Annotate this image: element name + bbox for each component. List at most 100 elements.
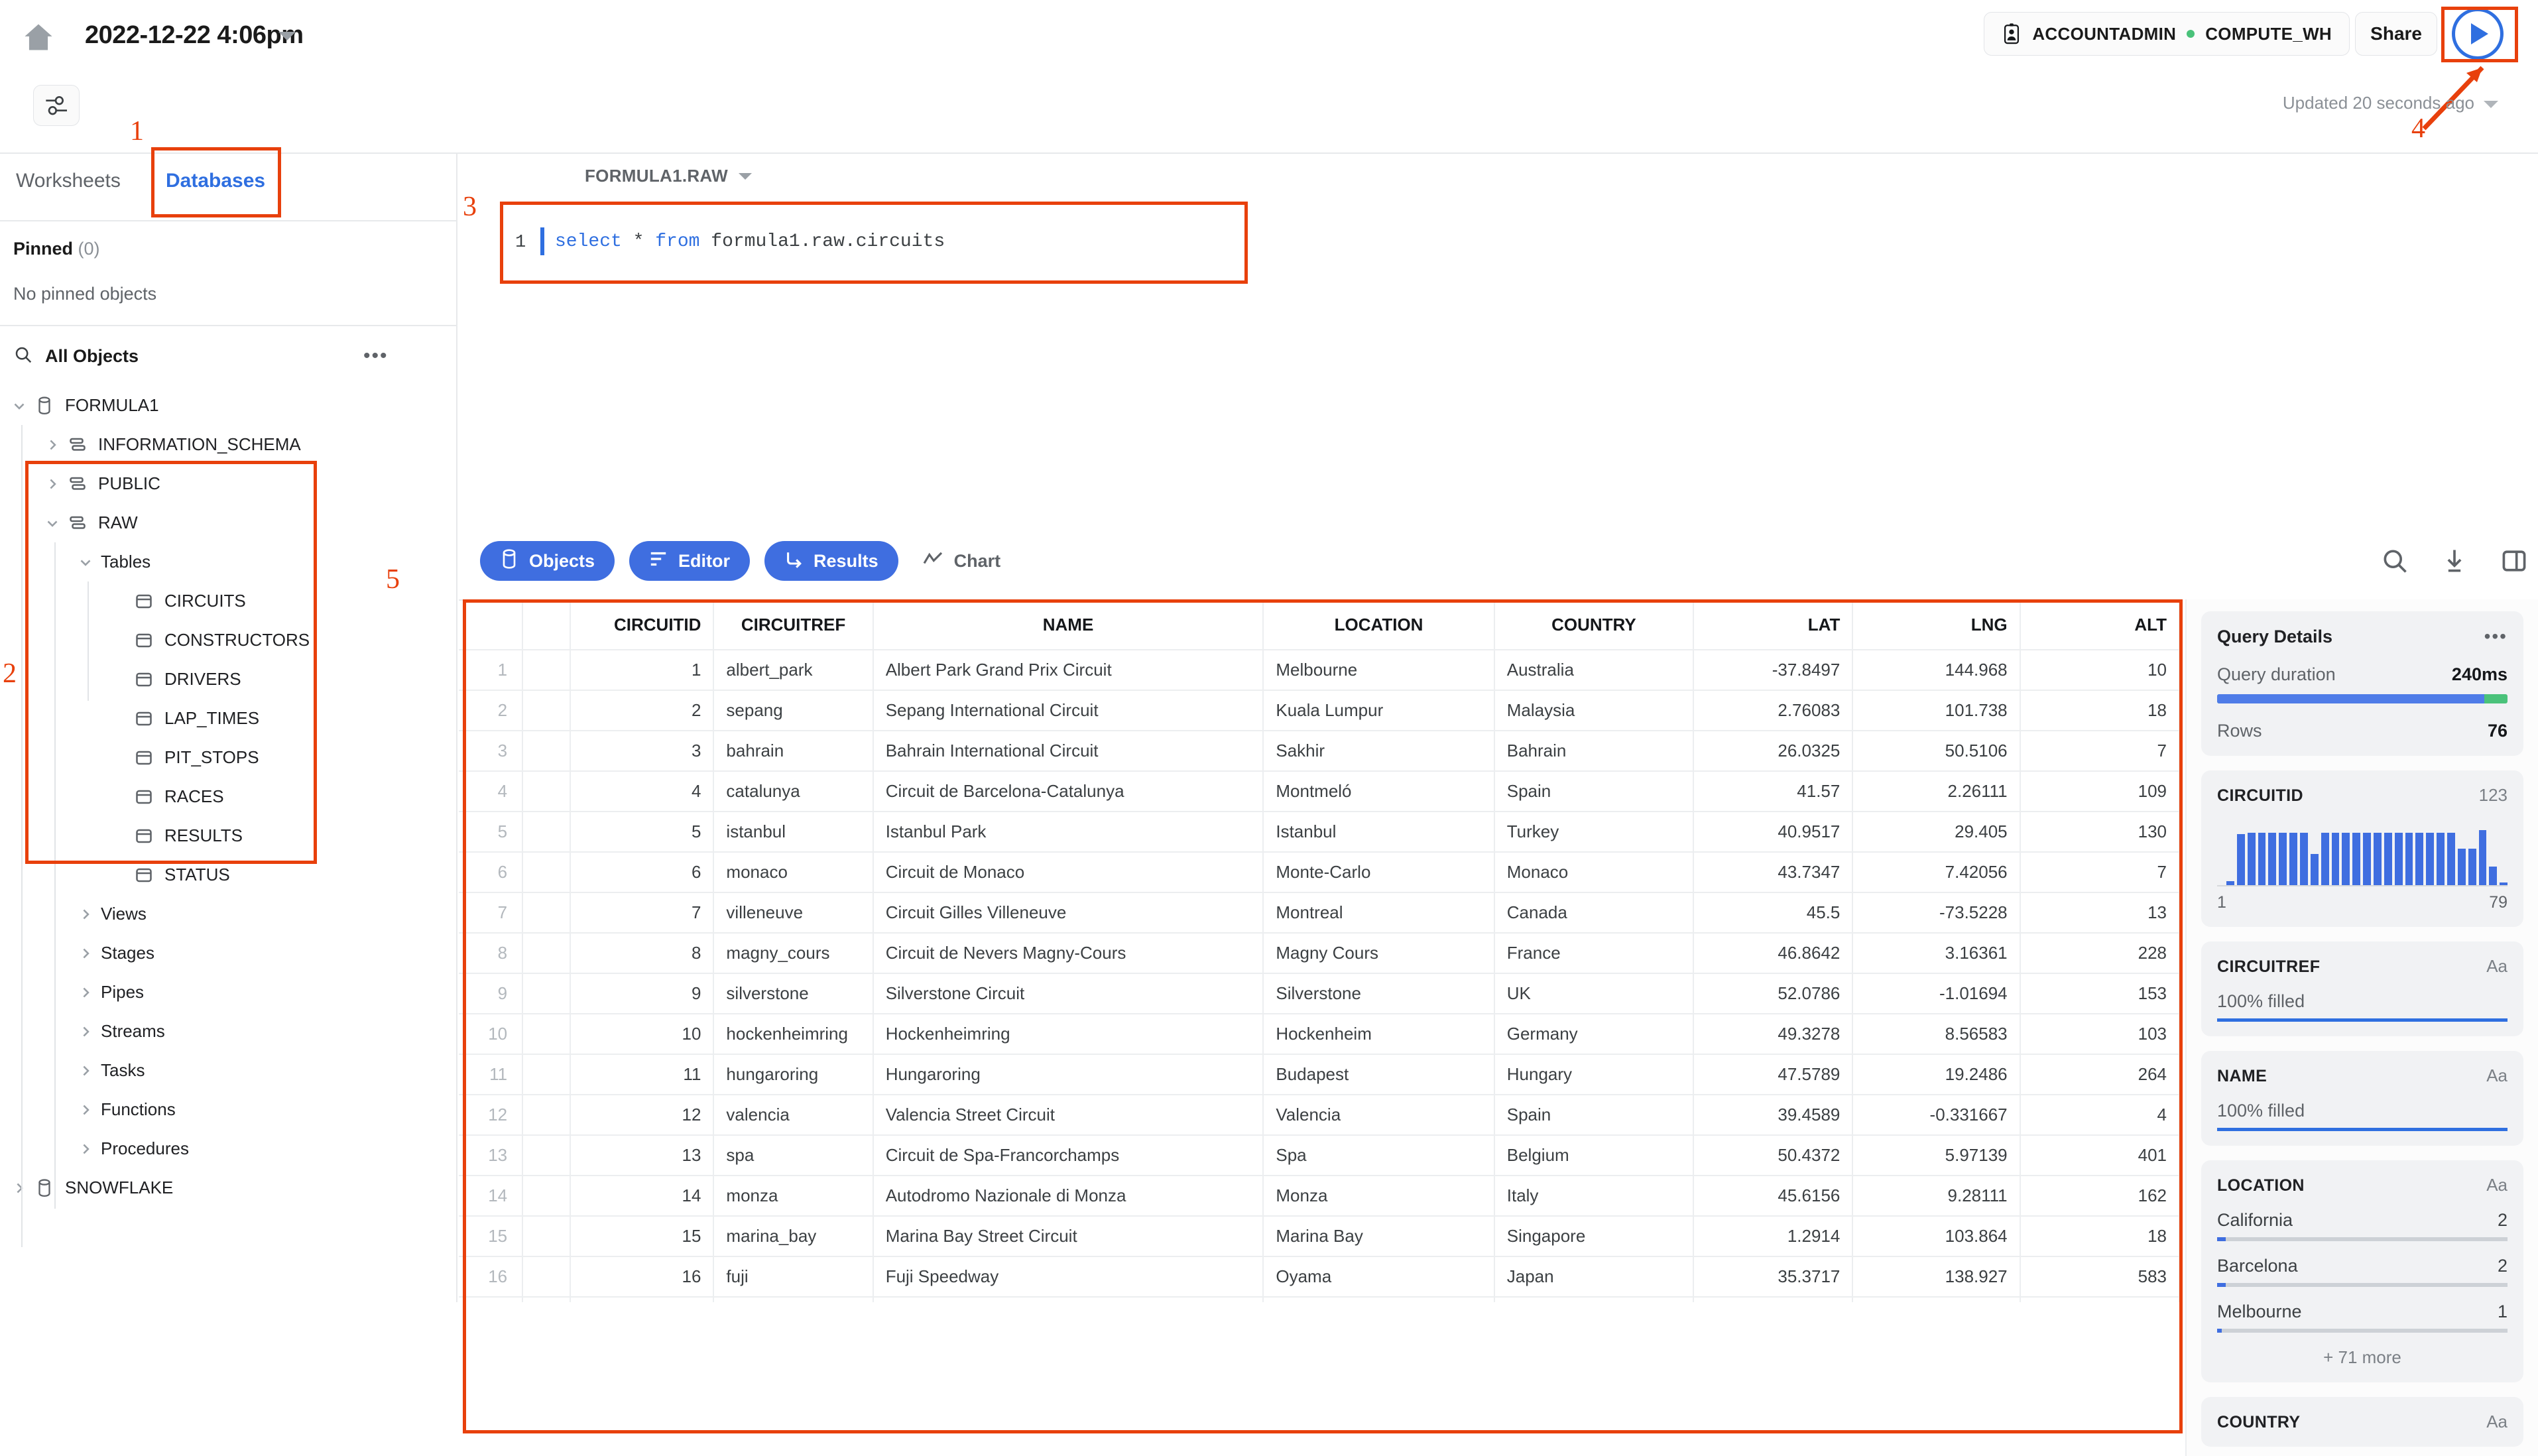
tab-results[interactable]: Results — [764, 541, 898, 581]
cell-lng: -73.5228 — [1852, 892, 2021, 934]
annotation-number-5: 5 — [386, 564, 400, 595]
tree-item-functions[interactable]: Functions — [0, 1090, 457, 1129]
chevron-right-icon[interactable] — [77, 984, 94, 1001]
search-icon — [13, 345, 33, 368]
column-header-name[interactable]: NAME — [873, 601, 1264, 650]
top-value-count: 2 — [2497, 1210, 2508, 1230]
cell-location: Oyama — [1263, 1256, 1495, 1298]
tab-editor[interactable]: Editor — [629, 541, 751, 581]
tab-chart[interactable]: Chart — [913, 541, 1010, 581]
histogram-bar — [2289, 833, 2298, 885]
column-header-lat[interactable]: LAT — [1693, 601, 1854, 650]
table-row[interactable]: 14 14 monza Autodromo Nazionale di Monza Mon… — [459, 1176, 2181, 1217]
table-row[interactable]: 13 13 spa Circuit de Spa-Francorchamps Spa Be… — [459, 1135, 2181, 1176]
cell-name: Hungaroring — [873, 1054, 1264, 1095]
table-row[interactable]: 2 2 sepang Sepang International Circuit Kual… — [459, 690, 2181, 731]
column-header-location[interactable]: LOCATION — [1263, 601, 1495, 650]
tree-item-drivers[interactable]: DRIVERS — [0, 660, 457, 699]
table-row[interactable]: 5 5 istanbul Istanbul Park Istanbul Turkey 40.… — [459, 812, 2181, 853]
worksheet-title[interactable]: 2022-12-22 4:06pm — [85, 21, 304, 49]
chevron-right-icon[interactable] — [77, 906, 94, 923]
tree-item-pit_stops[interactable]: PIT_STOPS — [0, 738, 457, 777]
sidebar-item-worksheets[interactable]: Worksheets — [16, 170, 121, 192]
tree-item-tables[interactable]: Tables — [0, 542, 457, 581]
tree-item-procedures[interactable]: Procedures — [0, 1129, 457, 1168]
tree-item-races[interactable]: RACES — [0, 777, 457, 816]
table-row[interactable]: 8 8 magny_cours Circuit de Nevers Magny-Cou… — [459, 933, 2181, 974]
home-icon[interactable] — [21, 20, 56, 54]
annotation-number-3: 3 — [463, 192, 477, 222]
chevron-down-icon[interactable] — [77, 554, 94, 571]
tab-objects-label: Objects — [529, 550, 595, 571]
chevron-right-icon[interactable] — [77, 1062, 94, 1079]
column-header-circuitid[interactable]: CIRCUITID — [570, 601, 715, 650]
editor-context-selector[interactable]: FORMULA1.RAW — [585, 166, 752, 186]
tree-item-circuits[interactable]: CIRCUITS — [0, 581, 457, 621]
table-row[interactable]: 16 16 fuji Fuji Speedway Oyama Japan 35.3717 13… — [459, 1256, 2181, 1298]
table-row[interactable]: 4 4 catalunya Circuit de Barcelona-Cataluny… — [459, 771, 2181, 812]
tree-item-raw[interactable]: RAW — [0, 503, 457, 542]
filter-settings-button[interactable] — [33, 85, 80, 126]
tree-item-public[interactable]: PUBLIC — [0, 464, 457, 503]
column-header-alt[interactable]: ALT — [2020, 601, 2181, 650]
chevron-right-icon[interactable] — [77, 1140, 94, 1158]
chevron-down-icon[interactable] — [44, 515, 61, 532]
cell-country: Spain — [1494, 771, 1695, 812]
tree-item-status[interactable]: STATUS — [0, 855, 457, 894]
cell-country: Turkey — [1494, 812, 1695, 853]
tree-item-tasks[interactable]: Tasks — [0, 1051, 457, 1090]
tree-item-snowflake[interactable]: SNOWFLAKE — [0, 1168, 457, 1207]
chevron-right-icon[interactable] — [11, 1180, 28, 1197]
cell-spacer — [522, 1014, 572, 1055]
tree-item-lap_times[interactable]: LAP_TIMES — [0, 699, 457, 738]
table-row[interactable]: 12 12 valencia Valencia Street Circuit Valen… — [459, 1095, 2181, 1136]
table-row[interactable]: 1717shanghaiShanghai International Circu… — [459, 1297, 2181, 1302]
cell-alt: 5 — [2020, 1297, 2181, 1302]
chevron-right-icon[interactable] — [77, 945, 94, 962]
column-header-lng[interactable]: LNG — [1852, 601, 2021, 650]
tree-item-results[interactable]: RESULTS — [0, 816, 457, 855]
query-duration-label: Query duration — [2217, 664, 2336, 684]
sidebar-item-databases[interactable]: Databases — [166, 170, 266, 192]
column-header-country[interactable]: COUNTRY — [1494, 601, 1695, 650]
table-row[interactable]: 3 3 bahrain Bahrain International Circuit Sa… — [459, 731, 2181, 772]
chevron-right-icon[interactable] — [77, 1023, 94, 1040]
share-button[interactable]: Share — [2355, 12, 2437, 56]
role-warehouse-pill[interactable]: ACCOUNTADMIN COMPUTE_WH — [1984, 12, 2350, 56]
updated-status[interactable]: Updated 20 seconds ago — [2282, 93, 2474, 113]
chevron-right-icon[interactable] — [44, 436, 61, 454]
chevron-down-icon[interactable] — [11, 397, 28, 414]
chevron-right-icon[interactable] — [77, 1101, 94, 1119]
tree-item-information_schema[interactable]: INFORMATION_SCHEMA — [0, 425, 457, 464]
split-pane-icon[interactable] — [2500, 546, 2529, 576]
table-row[interactable]: 11 11 hungaroring Hungaroring Budapest Hungar… — [459, 1054, 2181, 1095]
column-header-circuitref[interactable]: CIRCUITREF — [713, 601, 874, 650]
top-value-label: Barcelona — [2217, 1256, 2298, 1276]
column-more-values-link[interactable]: + 71 more — [2323, 1347, 2401, 1367]
search-icon[interactable] — [2380, 546, 2409, 576]
tree-item-formula1[interactable]: FORMULA1 — [0, 386, 457, 425]
results-table-container[interactable]: CIRCUITID CIRCUITREF NAME LOCATION COUNT… — [459, 599, 2183, 1302]
chevron-down-icon[interactable] — [278, 32, 296, 40]
table-row[interactable]: 9 9 silverstone Silverstone Circuit Silverst… — [459, 973, 2181, 1014]
tab-objects[interactable]: Objects — [480, 541, 615, 581]
table-row[interactable]: 6 6 monaco Circuit de Monaco Monte-Carlo Mona… — [459, 852, 2181, 893]
tree-item-stages[interactable]: Stages — [0, 934, 457, 973]
tree-item-streams[interactable]: Streams — [0, 1012, 457, 1051]
all-objects-search[interactable]: All Objects — [13, 345, 139, 368]
tree-item-views[interactable]: Views — [0, 894, 457, 934]
tree-item-pipes[interactable]: Pipes — [0, 973, 457, 1012]
table-row[interactable]: 1 1 albert_park Albert Park Grand Prix Circ… — [459, 650, 2181, 691]
chevron-down-icon-updated[interactable] — [2484, 101, 2498, 108]
table-row[interactable]: 10 10 hockenheimring Hockenheimring Hockenhe… — [459, 1014, 2181, 1055]
tree-item-constructors[interactable]: CONSTRUCTORS — [0, 621, 457, 660]
download-icon[interactable] — [2440, 546, 2469, 576]
sql-editor[interactable]: 1 select * from formula1.raw.circuits — [500, 202, 1248, 284]
chevron-right-icon[interactable] — [44, 475, 61, 493]
query-duration-value: 240ms — [2451, 664, 2508, 684]
sidebar-more-options-button[interactable]: ••• — [363, 345, 389, 367]
table-row[interactable]: 7 7 villeneuve Circuit Gilles Villeneuve Mon… — [459, 892, 2181, 934]
table-row[interactable]: 15 15 marina_bay Marina Bay Street Circuit M… — [459, 1216, 2181, 1257]
cell-location: Sakhir — [1263, 731, 1495, 772]
query-details-more-button[interactable]: ••• — [2484, 626, 2508, 646]
